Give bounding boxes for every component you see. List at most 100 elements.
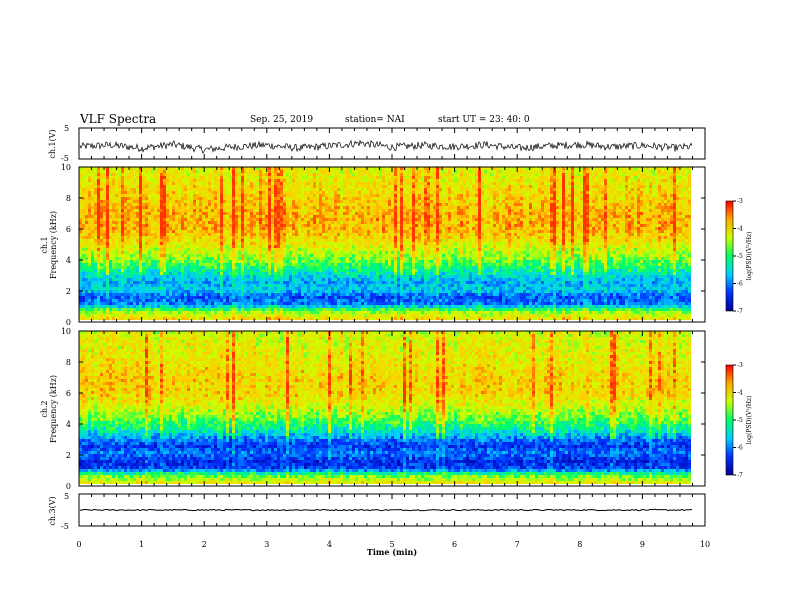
spectrogram-cell <box>193 185 196 188</box>
spectrogram-cell <box>172 212 175 215</box>
spectrogram-cell <box>403 179 406 182</box>
spectrogram-cell <box>127 182 130 185</box>
spectrogram-cell <box>367 182 370 185</box>
spectrogram-cell <box>247 212 250 215</box>
spectrogram-cell <box>622 218 625 221</box>
spectrogram-cell <box>457 179 460 182</box>
spectrogram-cell <box>97 179 100 182</box>
spectrogram-cell <box>541 233 544 236</box>
spectrogram-cell <box>553 200 556 203</box>
spectrogram-cell <box>670 206 673 209</box>
spectrogram-cell <box>235 176 238 179</box>
spectrogram-cell <box>295 239 298 242</box>
spectrogram-cell <box>400 170 403 173</box>
spectrogram-cell <box>601 236 604 239</box>
spectrogram-cell <box>652 191 655 194</box>
spectrogram-cell <box>577 182 580 185</box>
spectrogram-cell <box>646 224 649 227</box>
spectrogram-cell <box>532 185 535 188</box>
spectrogram-cell <box>289 236 292 239</box>
spectrogram-cell <box>301 224 304 227</box>
spectrogram-cell <box>352 224 355 227</box>
spectrogram-cell <box>154 182 157 185</box>
spectrogram-cell <box>625 233 628 236</box>
spectrogram-cell <box>538 179 541 182</box>
spectrogram-cell <box>367 188 370 191</box>
spectrogram-cell <box>406 176 409 179</box>
spectrogram-cell <box>442 173 445 176</box>
spectrogram-cell <box>232 227 235 230</box>
spectrogram-cell <box>577 215 580 218</box>
spectrogram-cell <box>490 218 493 221</box>
spectrogram-cell <box>109 176 112 179</box>
spectrogram-cell <box>256 200 259 203</box>
spectrogram-cell <box>250 230 253 233</box>
spectrogram-cell <box>433 191 436 194</box>
spectrogram-cell <box>163 197 166 200</box>
spectrogram-cell <box>139 215 142 218</box>
spectrogram-cell <box>277 236 280 239</box>
spectrogram-cell <box>157 179 160 182</box>
spectrogram-cell <box>532 206 535 209</box>
spectrogram-cell <box>556 170 559 173</box>
spectrogram-cell <box>268 188 271 191</box>
spectrogram-cell <box>391 221 394 224</box>
spectrogram-cell <box>610 221 613 224</box>
spectrogram-cell <box>379 212 382 215</box>
spectrogram-cell <box>640 197 643 200</box>
spectrogram-cell <box>547 191 550 194</box>
spectrogram-cell <box>271 176 274 179</box>
spectrogram-cell <box>511 230 514 233</box>
spectrogram-cell <box>634 218 637 221</box>
spectrogram-cell <box>346 221 349 224</box>
spectrogram-cell <box>124 200 127 203</box>
spectrogram-cell <box>535 191 538 194</box>
spectrogram-cell <box>469 209 472 212</box>
spectrogram-cell <box>325 194 328 197</box>
spectrogram-cell <box>106 176 109 179</box>
spectrogram-cell <box>133 218 136 221</box>
spectrogram-cell <box>367 185 370 188</box>
spectrogram-cell <box>370 209 373 212</box>
spectrogram-cell <box>340 227 343 230</box>
spectrogram-cell <box>418 218 421 221</box>
spectrogram-cell <box>544 221 547 224</box>
spectrogram-cell <box>271 227 274 230</box>
spectrogram-cell <box>571 236 574 239</box>
spectrogram-cell <box>586 230 589 233</box>
spectrogram-cell <box>139 185 142 188</box>
spectrogram-cell <box>562 176 565 179</box>
spectrogram-cell <box>328 230 331 233</box>
spectrogram-cell <box>382 218 385 221</box>
spectrogram-cell <box>517 185 520 188</box>
spectrogram-cell <box>91 209 94 212</box>
spectrogram-cell <box>157 206 160 209</box>
spectrogram-cell <box>238 200 241 203</box>
spectrogram-cell <box>655 233 658 236</box>
spectrogram-cell <box>313 197 316 200</box>
spectrogram-cell <box>421 227 424 230</box>
spectrogram-cell <box>619 179 622 182</box>
spectrogram-cell <box>103 212 106 215</box>
spectrogram-cell <box>568 230 571 233</box>
spectrogram-cell <box>466 203 469 206</box>
spectrogram-cell <box>403 206 406 209</box>
spectrogram-cell <box>415 167 418 170</box>
spectrogram-cell <box>520 194 523 197</box>
spectrogram-cell <box>211 191 214 194</box>
spectrogram-cell <box>517 218 520 221</box>
spectrogram-cell <box>421 170 424 173</box>
spectrogram-cell <box>484 173 487 176</box>
spectrogram-cell <box>595 194 598 197</box>
spectrogram-cell <box>658 203 661 206</box>
spectrogram-cell <box>649 227 652 230</box>
spectrogram-cell <box>154 230 157 233</box>
spectrogram-cell <box>472 194 475 197</box>
spectrogram-cell <box>529 185 532 188</box>
spectrogram-cell <box>547 170 550 173</box>
spectrogram-cell <box>484 185 487 188</box>
spectrogram-cell <box>106 203 109 206</box>
spectrogram-cell <box>217 182 220 185</box>
spectrogram-cell <box>337 239 340 242</box>
spectrogram-cell <box>238 179 241 182</box>
